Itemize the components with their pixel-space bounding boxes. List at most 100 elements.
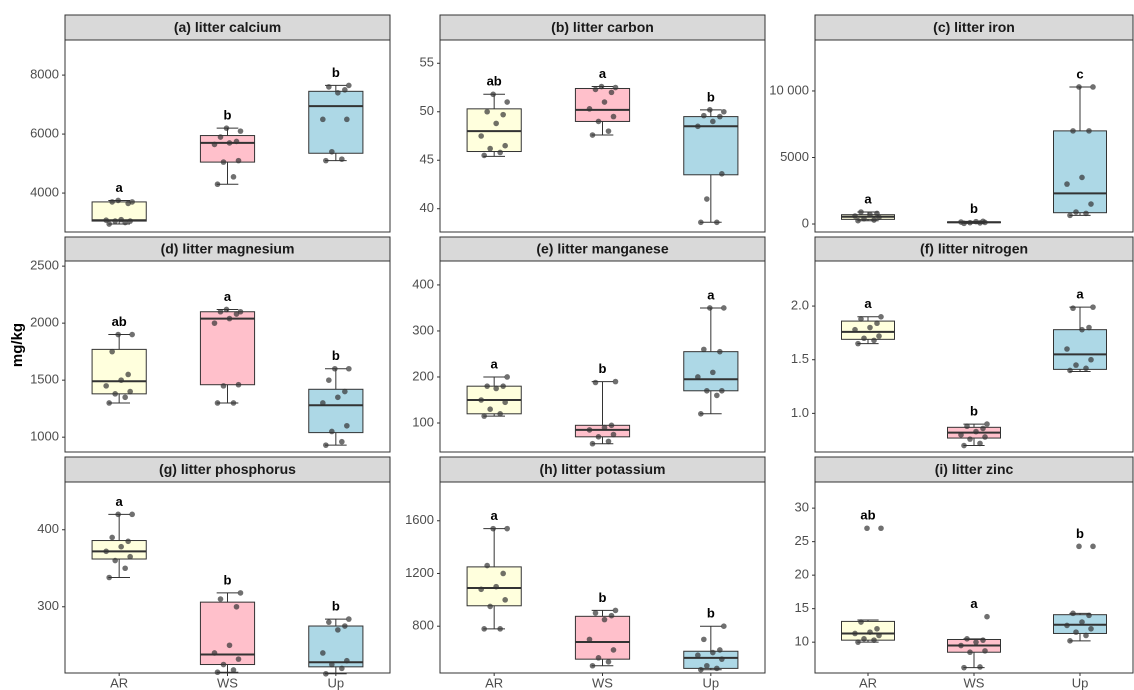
point <box>871 337 877 344</box>
point <box>504 99 510 105</box>
point <box>233 138 240 145</box>
point <box>984 613 990 620</box>
x-tick-label: WS <box>964 675 985 690</box>
point <box>478 133 484 139</box>
point <box>504 525 510 532</box>
y-tick-label: 2500 <box>30 258 59 273</box>
point <box>497 626 503 632</box>
point <box>217 134 224 140</box>
point <box>1086 612 1092 619</box>
point <box>235 381 242 388</box>
point <box>127 553 133 560</box>
point <box>719 171 725 177</box>
y-tick-label: 40 <box>420 200 434 215</box>
point <box>214 669 221 676</box>
point <box>109 534 115 541</box>
point <box>878 313 884 320</box>
point <box>1086 324 1092 331</box>
point <box>211 320 218 326</box>
point <box>695 123 701 130</box>
point <box>1076 84 1082 90</box>
point <box>339 438 345 445</box>
y-tick-label: 400 <box>37 521 59 536</box>
box <box>574 615 631 660</box>
point <box>973 639 979 645</box>
point <box>855 340 861 347</box>
point <box>967 219 973 226</box>
point <box>855 639 861 645</box>
point <box>980 218 986 225</box>
point <box>487 145 493 152</box>
point <box>1067 638 1073 644</box>
point <box>871 217 877 223</box>
point <box>704 196 710 202</box>
point <box>230 400 237 406</box>
point <box>1088 356 1094 363</box>
y-tick-label: 30 <box>795 500 809 515</box>
point <box>220 383 227 389</box>
point <box>1070 128 1076 134</box>
point <box>223 306 230 313</box>
point <box>595 655 602 661</box>
significance-label: a <box>970 596 978 611</box>
point <box>217 596 224 602</box>
point <box>335 89 341 96</box>
point <box>601 99 608 105</box>
strip <box>439 236 766 262</box>
box <box>91 348 147 395</box>
point <box>112 557 118 564</box>
point <box>855 217 861 224</box>
point <box>329 428 335 435</box>
point <box>339 156 345 162</box>
significance-label: b <box>332 348 340 363</box>
y-axis-label: mg/kg <box>9 323 26 367</box>
point <box>695 652 701 659</box>
x-tick-label: AR <box>859 675 877 690</box>
point <box>326 619 332 625</box>
point <box>717 348 723 355</box>
point <box>320 400 326 406</box>
panel-title: (d) litter magnesium <box>161 241 295 257</box>
strip <box>64 456 391 483</box>
point <box>874 210 880 217</box>
point <box>592 379 599 386</box>
significance-label: a <box>116 180 124 195</box>
point <box>484 383 490 389</box>
panel-title: (e) litter manganese <box>536 241 668 257</box>
y-tick-label: 1.5 <box>791 351 809 366</box>
y-tick-label: 10 000 <box>769 82 809 97</box>
point <box>1083 365 1089 372</box>
point <box>226 642 233 649</box>
point <box>500 383 506 389</box>
y-tick-label: 8000 <box>30 67 59 82</box>
point <box>876 333 882 339</box>
panel-title: (h) litter potassium <box>539 461 665 477</box>
strip <box>439 14 766 41</box>
point <box>1090 84 1096 90</box>
significance-label: b <box>707 89 715 104</box>
point <box>235 157 242 164</box>
point <box>122 565 128 572</box>
point <box>220 661 227 668</box>
point <box>698 411 704 417</box>
point <box>223 125 230 131</box>
point <box>115 331 121 338</box>
significance-label: a <box>116 494 124 509</box>
point <box>967 649 973 656</box>
y-tick-label: 50 <box>420 103 434 118</box>
point <box>342 623 348 629</box>
point <box>122 394 128 401</box>
point <box>493 583 499 590</box>
point <box>601 616 608 623</box>
point <box>320 116 326 123</box>
point <box>714 665 720 672</box>
box <box>1053 329 1107 370</box>
significance-label: a <box>491 508 499 523</box>
point <box>973 218 979 225</box>
point <box>127 388 133 395</box>
point <box>601 424 608 431</box>
point <box>701 112 707 119</box>
point <box>502 142 508 149</box>
y-tick-label: 200 <box>412 368 434 383</box>
point <box>484 562 490 569</box>
